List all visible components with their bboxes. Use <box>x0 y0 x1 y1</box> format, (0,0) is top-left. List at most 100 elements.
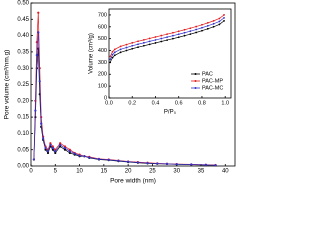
x-tick-label: 15 <box>101 169 108 175</box>
y-axis-label: Volume (cm³/g) <box>89 33 95 74</box>
y-tick-label: 0.45 <box>17 17 29 23</box>
data-point <box>146 161 149 165</box>
data-point <box>201 23 203 26</box>
data-point <box>212 19 215 22</box>
data-point <box>172 31 174 34</box>
data-point <box>142 44 145 47</box>
data-point <box>136 161 139 164</box>
data-point <box>190 163 193 166</box>
series-line <box>109 14 225 57</box>
data-point <box>195 25 198 28</box>
data-point <box>42 137 45 140</box>
x-tick-label: 5 <box>54 169 58 175</box>
data-point <box>97 158 101 161</box>
y-tick-label: 0.25 <box>17 82 29 88</box>
data-point <box>46 150 50 153</box>
data-point <box>206 24 209 27</box>
x-tick-label: 0.2 <box>128 100 136 106</box>
data-point <box>165 162 169 165</box>
data-point <box>223 19 225 22</box>
y-tick-label: 300 <box>98 60 107 66</box>
data-point <box>68 151 71 155</box>
data-point <box>34 109 37 112</box>
data-point <box>201 26 203 29</box>
data-point <box>113 54 116 57</box>
data-point <box>63 146 67 150</box>
legend-marker <box>194 87 197 89</box>
series-line <box>109 20 225 63</box>
data-point <box>201 29 203 32</box>
chart: 0 5 10 15 20 25 30 35 400.000.050.100.150.200.25… <box>4 1 236 185</box>
legend-marker <box>194 80 197 82</box>
data-point <box>131 44 134 47</box>
x-tick-label: 0.6 <box>175 100 183 106</box>
data-point <box>40 122 43 125</box>
data-point <box>183 34 186 37</box>
data-point <box>204 163 207 166</box>
data-point <box>160 34 163 37</box>
data-point <box>195 31 198 34</box>
data-point <box>59 142 62 145</box>
data-point <box>83 155 86 158</box>
data-point <box>183 31 186 34</box>
data-point <box>54 150 57 153</box>
data-point <box>154 42 157 44</box>
data-point <box>78 154 81 157</box>
data-point <box>175 163 178 166</box>
y-tick-label: 100 <box>98 84 107 90</box>
data-point <box>88 156 91 159</box>
x-tick-label: 30 <box>173 169 180 175</box>
x-tick-label: 35 <box>198 169 205 175</box>
x-axis-label: Pore width (nm) <box>110 178 156 185</box>
data-point <box>142 38 145 41</box>
data-point <box>35 54 38 57</box>
y-tick-label: 700 <box>98 12 107 18</box>
y-tick-label: 0.20 <box>17 98 29 104</box>
data-point <box>154 39 157 41</box>
data-point <box>117 159 120 162</box>
x-tick-label: 0 <box>29 169 33 175</box>
y-axis-label: Pore volume (cm³/nm.g) <box>4 50 11 120</box>
data-point <box>49 143 52 146</box>
data-point <box>51 146 54 150</box>
data-point <box>206 21 209 24</box>
data-point <box>125 46 128 49</box>
y-tick-label: 0.15 <box>17 115 29 121</box>
data-point <box>206 27 209 30</box>
data-point <box>148 43 151 46</box>
data-point <box>109 58 112 61</box>
data-point <box>189 27 192 30</box>
y-tick-label: 600 <box>98 24 107 30</box>
data-point <box>156 162 159 165</box>
data-point <box>137 43 139 46</box>
y-tick-label: 500 <box>98 36 107 42</box>
data-point <box>189 33 192 36</box>
data-point <box>148 37 151 40</box>
data-point <box>160 37 163 40</box>
data-point <box>218 20 221 23</box>
inset-background <box>109 9 231 98</box>
y-tick-label: 400 <box>98 48 107 54</box>
data-point <box>142 41 145 44</box>
data-point <box>127 160 130 163</box>
series-line <box>109 17 225 60</box>
data-point <box>189 30 192 33</box>
data-point <box>113 51 116 54</box>
legend-label: PAC-MP <box>202 78 223 84</box>
data-point <box>218 23 221 26</box>
data-point <box>172 34 174 37</box>
data-point <box>37 31 40 34</box>
data-point <box>223 14 225 16</box>
data-point <box>38 80 41 83</box>
data-point <box>160 40 163 43</box>
y-tick-label: 0.35 <box>17 49 29 55</box>
legend-label: PAC <box>202 71 213 77</box>
x-tick-label: 10 <box>76 169 83 175</box>
y-tick-label: 0.10 <box>17 131 29 137</box>
data-point <box>125 49 128 52</box>
x-tick-label: 1.0 <box>221 100 229 106</box>
x-tick-label: 40 <box>222 169 229 175</box>
y-tick-label: 0.40 <box>17 33 29 39</box>
x-tick-label: 0.8 <box>198 100 206 106</box>
data-point <box>107 158 110 161</box>
